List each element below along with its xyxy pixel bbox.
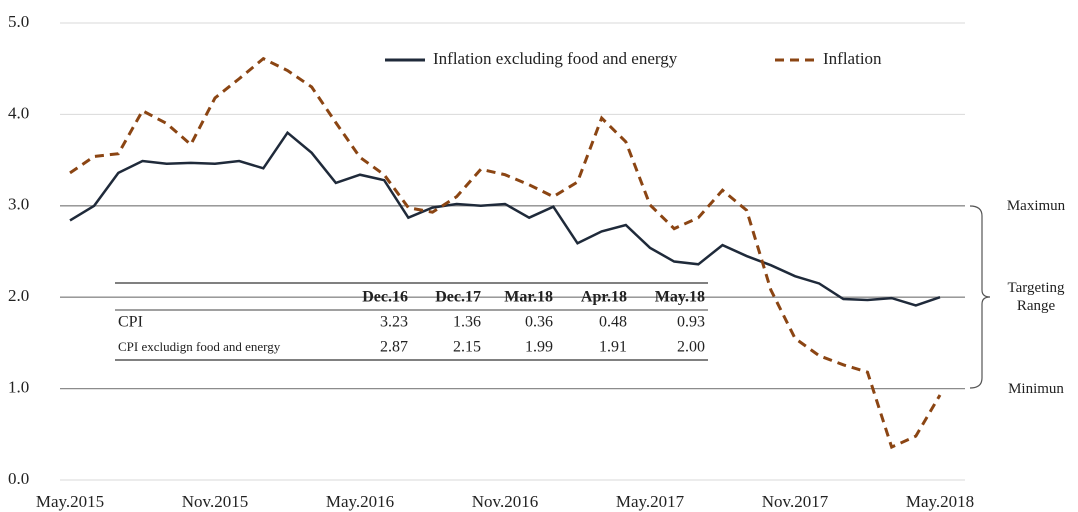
range-bracket	[969, 205, 991, 389]
y-tick-label: 0.0	[8, 469, 29, 488]
table-cell: 0.93	[677, 314, 705, 331]
y-tick-label: 2.0	[8, 286, 29, 305]
annotation: Maximun	[1006, 197, 1066, 214]
table-cell: 2.15	[453, 339, 481, 356]
table-row-label: CPI	[118, 314, 143, 331]
table-cell: 0.36	[525, 314, 553, 331]
x-tick-label: Nov.2015	[182, 492, 248, 511]
x-tick-label: May.2015	[36, 492, 104, 511]
table-cell: 2.00	[677, 339, 705, 356]
y-tick-label: 3.0	[8, 195, 29, 214]
annotation: Targeting Range	[1007, 280, 1065, 315]
table-header: Apr.18	[581, 289, 627, 306]
table-cell: 3.23	[380, 314, 408, 331]
table-cell: 1.36	[453, 314, 481, 331]
table-row-label: CPI excludign food and energy	[118, 339, 281, 354]
table-header: Mar.18	[504, 289, 553, 306]
x-tick-label: Nov.2016	[472, 492, 538, 511]
x-tick-label: May.2018	[906, 492, 974, 511]
legend-label: Inflation excluding food and energy	[433, 49, 678, 68]
table-cell: 2.87	[380, 339, 408, 356]
table-header: Dec.16	[362, 289, 408, 306]
x-tick-label: May.2016	[326, 492, 394, 511]
series-line	[69, 130, 941, 307]
legend-label: Inflation	[823, 49, 882, 68]
series-line	[69, 56, 942, 450]
y-tick-label: 5.0	[8, 12, 29, 31]
table-cell: 0.48	[599, 314, 627, 331]
table-header: Dec.17	[435, 289, 481, 306]
y-tick-label: 1.0	[8, 378, 29, 397]
y-tick-label: 4.0	[8, 103, 29, 122]
table-header: May.18	[655, 289, 705, 306]
x-tick-label: May.2017	[616, 492, 685, 511]
x-tick-label: Nov.2017	[762, 492, 829, 511]
table-cell: 1.99	[525, 339, 553, 356]
annotation: Minimun	[1008, 380, 1064, 397]
table-cell: 1.91	[599, 339, 627, 356]
